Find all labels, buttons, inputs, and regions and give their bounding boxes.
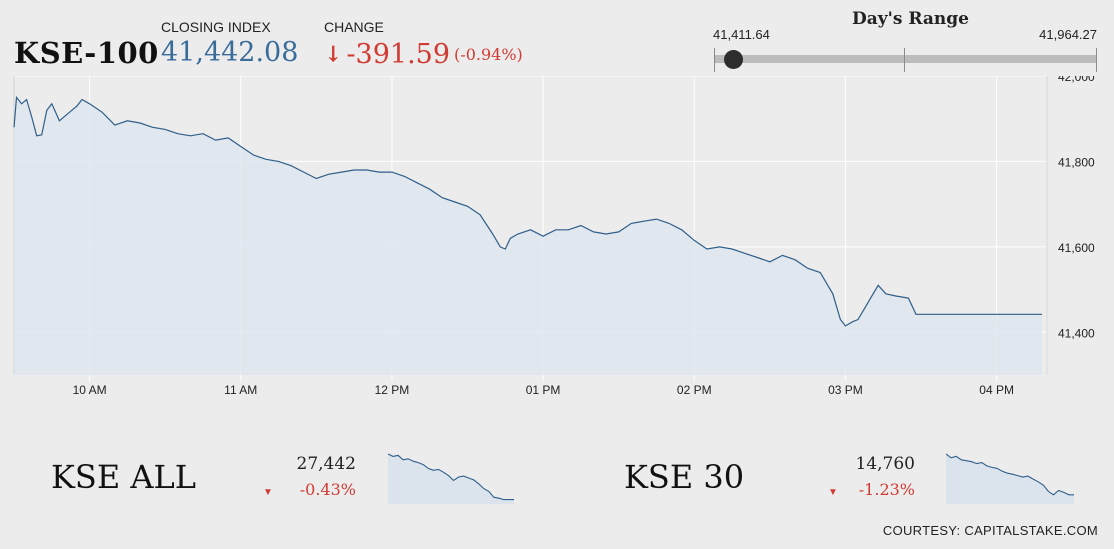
x-tick-label: 10 AM (73, 383, 107, 397)
mini-chart-kse-30 (946, 452, 1074, 504)
closing-index-value: 41,442.08 (161, 37, 298, 68)
y-tick-label: 42,000 (1058, 76, 1095, 84)
days-range-title: Day's Range (852, 9, 969, 29)
closing-index-label: CLOSING INDEX (161, 19, 271, 35)
days-range-high: 41,964.27 (1039, 27, 1097, 42)
y-tick-label: 41,600 (1058, 241, 1095, 255)
x-tick-label: 11 AM (224, 383, 257, 397)
down-triangle-icon: ▼ (263, 487, 273, 498)
x-tick-label: 04 PM (979, 383, 1014, 397)
range-tick (714, 48, 715, 72)
mini-change-kse-30: -1.23% (835, 480, 915, 499)
price-area (14, 97, 1042, 375)
change-label: CHANGE (324, 19, 384, 35)
y-tick-label: 41,800 (1058, 155, 1095, 169)
range-tick (904, 48, 905, 72)
mini-name-kse-30: KSE 30 (624, 458, 744, 496)
days-range-low: 41,411.64 (713, 27, 770, 42)
days-range-marker (724, 50, 743, 69)
mini-area (946, 454, 1074, 504)
mini-name-kse-all: KSE ALL (51, 458, 196, 496)
days-range-track (714, 55, 1097, 63)
index-title: KSE-100 (14, 36, 159, 70)
y-tick-label: 41,400 (1058, 326, 1095, 340)
change-percent: (-0.94%) (454, 45, 523, 64)
range-tick (1096, 48, 1097, 72)
down-arrow-icon: ↓ (324, 42, 342, 68)
x-tick-label: 03 PM (828, 383, 863, 397)
credit-text: COURTESY: CAPITALSTAKE.COM (883, 523, 1098, 538)
mini-chart-kse-all (388, 452, 514, 504)
x-tick-label: 01 PM (526, 383, 561, 397)
x-tick-label: 12 PM (375, 383, 410, 397)
mini-change-kse-all: -0.43% (276, 480, 356, 499)
main-intraday-chart: 42,000 41,800 41,600 41,400 10 AM 11 AM 12 PM 0… (0, 76, 1114, 416)
mini-area (388, 454, 514, 504)
change-value: -391.59 (346, 39, 450, 70)
mini-value-kse-all: 27,442 (276, 454, 356, 474)
change-row: ↓ -391.59 (-0.94%) (324, 39, 523, 70)
x-tick-label: 02 PM (677, 383, 712, 397)
mini-value-kse-30: 14,760 (835, 454, 915, 474)
